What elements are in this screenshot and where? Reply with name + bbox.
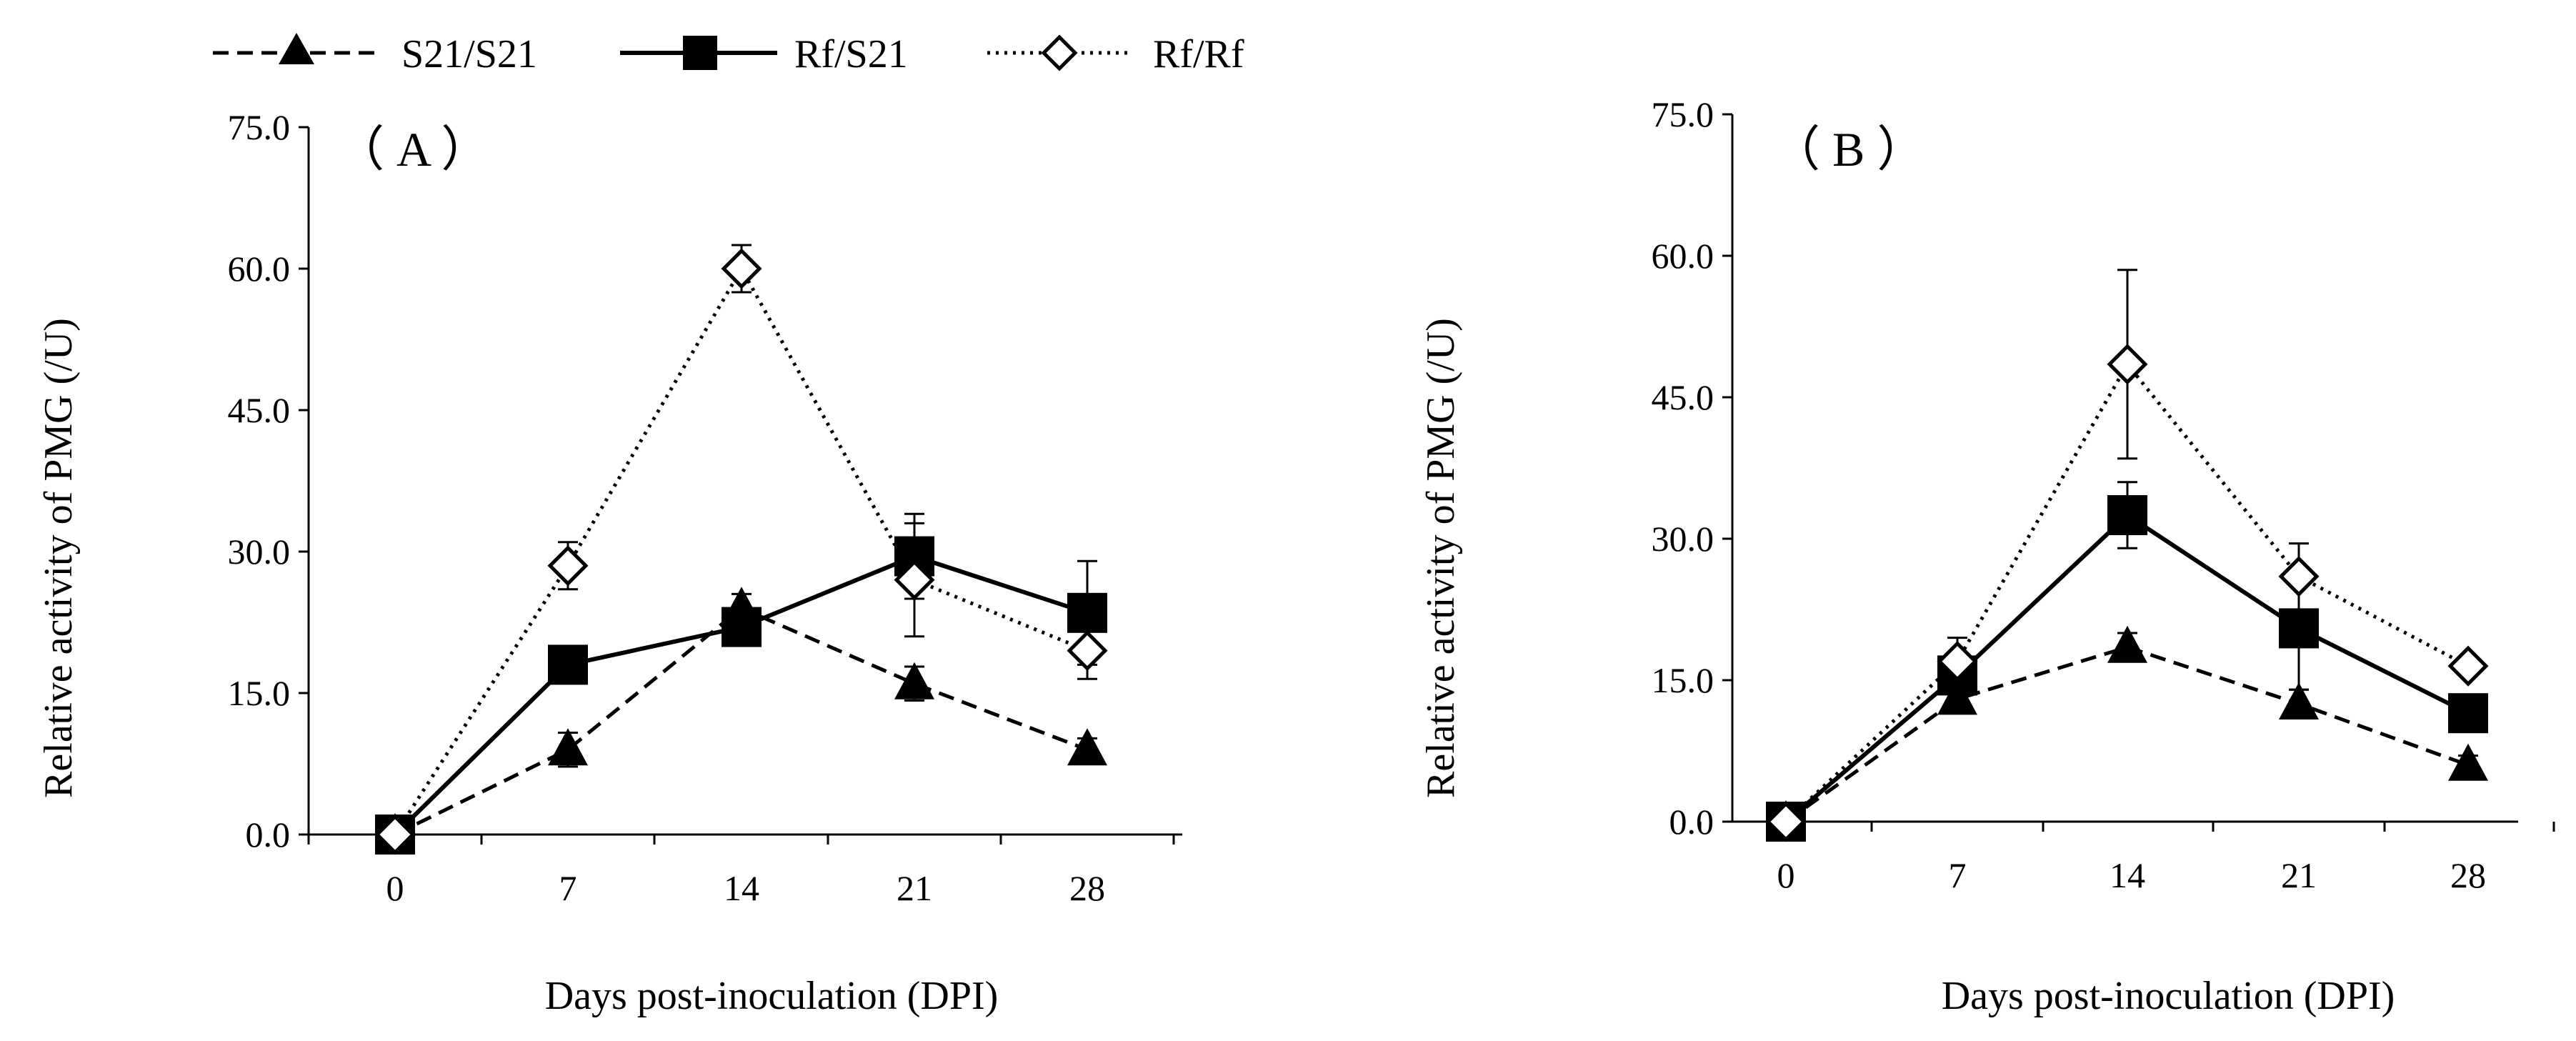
data-point-diamond xyxy=(721,248,762,289)
y-tick-label: 75.0 xyxy=(1652,94,1714,134)
x-axis-title-a: Days post-inoculation (DPI) xyxy=(545,974,999,1018)
x-tick-label: 28 xyxy=(2450,855,2486,895)
y-axis-title-b: Relative activity of PMG (/U) xyxy=(1419,318,1463,798)
series-rf-rf xyxy=(1765,269,2489,842)
y-tick-label: 45.0 xyxy=(1652,377,1714,417)
y-tick-label: 0.0 xyxy=(1669,802,1714,842)
data-point-diamond xyxy=(1937,641,1978,682)
y-tick-label: 75.0 xyxy=(228,107,291,147)
series-rf-rf xyxy=(374,244,1108,855)
data-point-diamond xyxy=(374,814,416,855)
series-s21-s21 xyxy=(1766,625,2488,837)
y-axis-title-a: Relative activity of PMG (/U) xyxy=(36,318,81,798)
y-tick-label: 15.0 xyxy=(228,673,291,713)
x-tick-label: 7 xyxy=(559,868,577,908)
panel-label-a: （ A ） xyxy=(336,122,489,176)
x-tick-label: 0 xyxy=(386,868,404,908)
data-point-diamond xyxy=(1765,801,1807,842)
data-point-diamond xyxy=(2278,556,2320,597)
y-tick-label: 45.0 xyxy=(228,390,291,430)
data-point-triangle xyxy=(1067,728,1107,766)
series-line-rf-s21 xyxy=(1784,512,2470,824)
data-point-triangle xyxy=(2279,682,2319,719)
data-point-square xyxy=(2448,693,2488,734)
chart-panel-b: （ B ） Relative activity of PMG (/U) Days… xyxy=(1419,94,2555,1018)
chart-panel-a: （ A ） Relative activity of PMG (/U) Days… xyxy=(36,107,1182,1018)
y-tick-label: 60.0 xyxy=(1652,236,1714,276)
data-point-triangle xyxy=(2448,743,2488,781)
data-point-square xyxy=(548,644,588,685)
y-tick-label: 60.0 xyxy=(228,249,291,289)
data-point-diamond xyxy=(2107,344,2148,385)
y-tick-label: 30.0 xyxy=(1652,519,1714,559)
legend-entry-rf-s21: Rf/S21 xyxy=(620,32,908,76)
data-point-square xyxy=(2107,495,2147,535)
x-axis-title-b: Days post-inoculation (DPI) xyxy=(1942,974,2395,1018)
legend-marker-triangle-icon xyxy=(279,33,314,64)
legend-marker-diamond-icon xyxy=(1041,34,1078,71)
x-tick-label: 14 xyxy=(2110,855,2145,895)
data-point-diamond xyxy=(894,559,935,601)
data-point-square xyxy=(2279,608,2319,649)
x-tick-label: 21 xyxy=(897,868,932,908)
data-point-triangle xyxy=(894,662,934,699)
series-line-rf-rf xyxy=(393,264,1088,836)
data-point-triangle xyxy=(2107,625,2147,663)
panel-label-b: （ B ） xyxy=(1772,122,1925,176)
legend-label-s21-s21: S21/S21 xyxy=(401,32,537,76)
legend-label-rf-rf: Rf/Rf xyxy=(1153,32,1244,76)
data-point-diamond xyxy=(1067,630,1108,672)
x-tick-label: 28 xyxy=(1069,868,1105,908)
data-point-diamond xyxy=(547,545,589,587)
legend-label-rf-s21: Rf/S21 xyxy=(794,32,908,76)
x-tick-label: 14 xyxy=(724,868,759,908)
x-tick-label: 21 xyxy=(2281,855,2317,895)
legend-marker-square-icon xyxy=(683,36,717,70)
data-point-diamond xyxy=(2447,645,2489,687)
x-tick-label: 7 xyxy=(1949,855,1967,895)
x-tick-label: 0 xyxy=(1777,855,1795,895)
y-tick-label: 15.0 xyxy=(1652,660,1714,700)
legend-entry-s21-s21: S21/S21 xyxy=(213,32,537,76)
series-rf-s21 xyxy=(375,512,1107,855)
legend: S21/S21 Rf/S21 Rf/Rf xyxy=(213,32,1244,76)
y-tick-label: 0.0 xyxy=(246,815,291,855)
legend-entry-rf-rf: Rf/Rf xyxy=(987,32,1244,76)
data-point-triangle xyxy=(548,728,588,766)
data-point-square xyxy=(722,607,762,647)
y-tick-label: 30.0 xyxy=(228,532,291,572)
